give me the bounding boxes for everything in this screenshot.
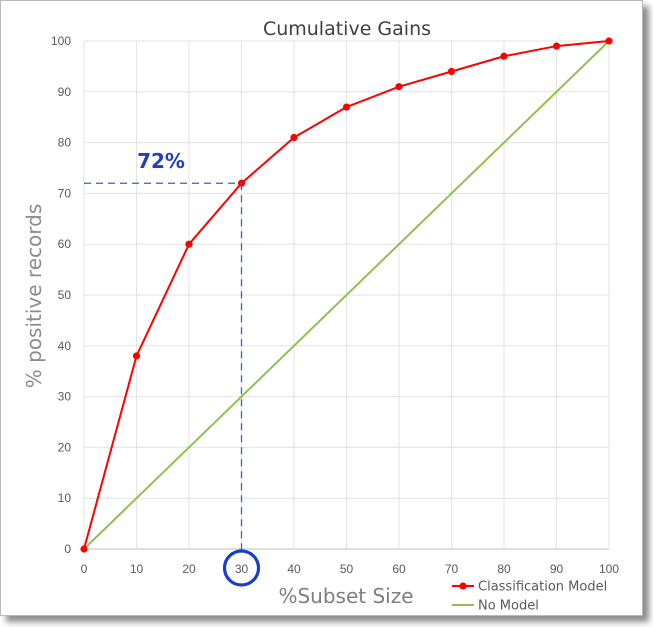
y-tick-label: 10 [58, 491, 72, 505]
y-tick-label: 40 [58, 339, 72, 353]
data-point [185, 240, 193, 248]
x-tick-label: 100 [599, 562, 619, 576]
legend-swatch-marker [459, 582, 467, 590]
x-axis-title: %Subset Size [278, 584, 413, 608]
data-point [342, 103, 351, 111]
highlight-circle [222, 549, 261, 587]
legend-entry-label: Classification Model [478, 580, 607, 595]
x-tick-label: 50 [340, 562, 354, 576]
x-tick-label: 90 [550, 562, 564, 576]
x-tick-label: 60 [392, 562, 406, 576]
chart-title: Cumulative Gains [263, 18, 431, 40]
y-tick-label: 0 [64, 542, 71, 556]
x-tick-label: 70 [445, 562, 459, 576]
data-point [447, 67, 456, 76]
data-point [500, 52, 508, 60]
grid [83, 40, 610, 550]
data-point [605, 37, 613, 45]
data-point [132, 352, 141, 360]
data-point [290, 133, 298, 142]
x-tick-label: 80 [497, 562, 511, 576]
y-tick-label: 80 [58, 136, 72, 150]
legend-entry-label: No Model [478, 599, 539, 614]
x-tick-label: 0 [81, 562, 88, 576]
data-point [395, 83, 403, 91]
series-line-no-model [83, 40, 610, 550]
data-point [80, 545, 88, 553]
chart-frame: Cumulative Gains 0 10 20 30 40 50 60 70 80 90 100 … [0, 0, 643, 616]
series-layer [80, 37, 613, 553]
y-tick-label: 20 [58, 440, 72, 454]
x-tick-label: 30 [235, 562, 249, 576]
y-tick-label: 90 [58, 85, 72, 99]
y-axis-title: % positive records [22, 204, 46, 388]
y-tick-label: 50 [58, 288, 72, 302]
y-tick-label: 60 [58, 237, 72, 251]
data-point [552, 42, 561, 50]
annotation-label: 72% [137, 149, 185, 173]
x-tick-labels: 0 10 20 30 40 50 60 70 80 90 100 [81, 562, 620, 576]
y-tick-labels: 0 10 20 30 40 50 60 70 80 90 100 [51, 34, 71, 556]
y-tick-label: 70 [58, 186, 72, 200]
y-tick-label: 100 [51, 34, 71, 48]
x-tick-label: 40 [287, 562, 301, 576]
annotation-layer: 72% [84, 149, 261, 587]
x-tick-label: 20 [182, 562, 196, 576]
legend: Classification Model No Model [452, 580, 607, 614]
y-tick-label: 30 [58, 390, 72, 404]
x-tick-label: 10 [130, 562, 144, 576]
